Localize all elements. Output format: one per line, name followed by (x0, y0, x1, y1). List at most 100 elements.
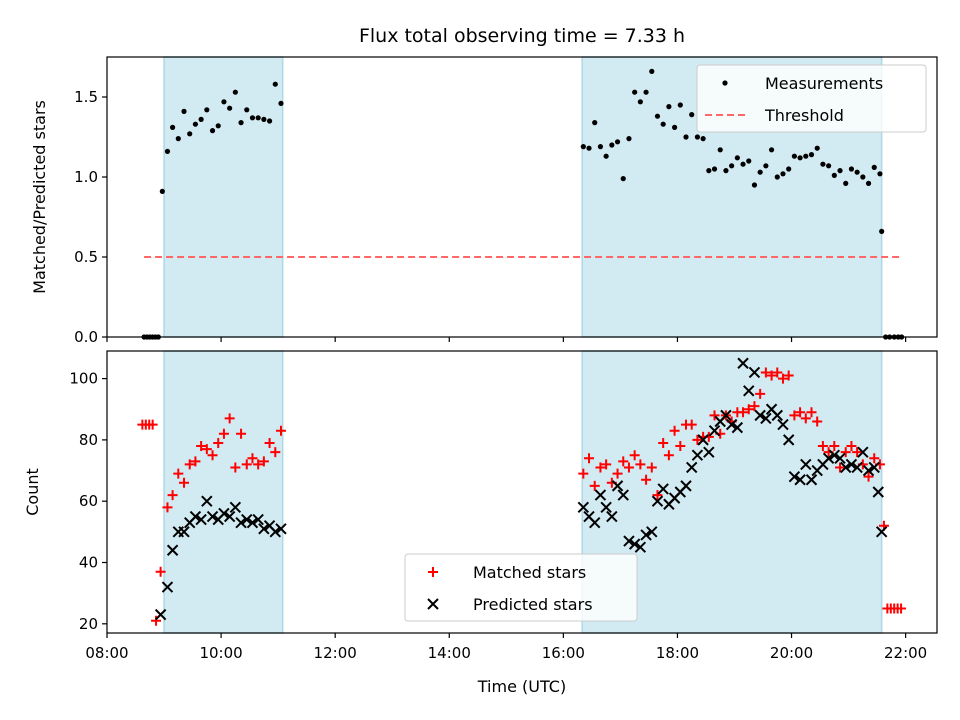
data-point (683, 134, 689, 140)
data-point (198, 116, 204, 122)
data-point (709, 410, 720, 421)
x-tick-label: 20:00 (770, 644, 813, 662)
data-point (723, 168, 729, 174)
data-point (609, 142, 615, 148)
data-point (594, 489, 607, 501)
data-point (875, 526, 888, 538)
data-point (634, 541, 647, 553)
data-point (720, 409, 732, 422)
data-point (689, 112, 695, 118)
data-point (763, 163, 769, 169)
data-point (170, 124, 176, 130)
data-point (669, 425, 680, 436)
data-point (275, 523, 287, 535)
data-point (692, 434, 703, 445)
x-tick-label: 16:00 (542, 644, 585, 662)
data-point (179, 477, 190, 488)
data-point (737, 357, 749, 369)
data-point (264, 437, 275, 448)
data-point (206, 510, 219, 523)
data-point (255, 115, 261, 121)
data-point (794, 474, 806, 486)
data-point (703, 446, 715, 458)
data-point (184, 459, 195, 470)
data-point (771, 409, 783, 422)
legend-marker (427, 598, 439, 610)
data-point (843, 180, 849, 186)
data-point (862, 464, 875, 477)
data-point (857, 446, 869, 458)
legend-box (696, 64, 927, 133)
data-point (774, 174, 780, 180)
data-point (680, 480, 692, 492)
data-point (600, 501, 612, 514)
data-point (162, 502, 173, 513)
data-point (651, 495, 664, 507)
data-point (241, 459, 252, 470)
data-point (725, 418, 738, 431)
x-tick-label: 10:00 (199, 644, 242, 662)
data-point (865, 180, 872, 186)
data-point (691, 449, 704, 461)
data-point (178, 526, 190, 538)
data-point (652, 490, 663, 501)
data-point (175, 136, 181, 142)
data-point (675, 441, 686, 452)
data-point (817, 441, 828, 452)
data-point (238, 120, 244, 126)
data-point (783, 370, 794, 381)
data-point (851, 461, 863, 474)
data-point (868, 461, 880, 474)
data-point (611, 480, 624, 492)
data-point (597, 144, 604, 150)
data-point (840, 461, 852, 474)
data-point (577, 501, 590, 514)
data-point (578, 468, 589, 479)
data-point (626, 136, 632, 142)
data-point (649, 68, 655, 74)
data-point (877, 171, 883, 177)
data-point (751, 182, 758, 188)
data-point (777, 418, 789, 431)
data-point (235, 516, 247, 529)
data-point (829, 441, 840, 452)
data-point (623, 535, 635, 547)
data-point (601, 459, 612, 470)
data-point (603, 153, 609, 159)
data-point (261, 116, 267, 122)
data-point (863, 471, 874, 482)
data-point (580, 144, 586, 150)
data-point (249, 115, 256, 121)
data-point (232, 89, 238, 95)
data-point (795, 407, 806, 418)
data-point (646, 526, 658, 538)
data-point (629, 450, 640, 461)
data-point (196, 441, 207, 452)
x-tick-label: 18:00 (656, 644, 699, 662)
data-point (658, 437, 669, 448)
data-point (748, 366, 761, 379)
legend-label: Measurements (765, 74, 883, 93)
data-point (612, 468, 623, 479)
data-point (218, 507, 230, 520)
data-point (620, 176, 626, 182)
data-point (204, 107, 210, 113)
data-point (814, 145, 820, 151)
data-point (227, 105, 233, 111)
data-point (729, 163, 735, 169)
data-point (640, 529, 652, 541)
data-point (837, 168, 843, 174)
data-point (805, 474, 818, 486)
data-point (151, 615, 162, 626)
data-point (155, 566, 166, 577)
data-point (663, 450, 674, 461)
data-point (592, 120, 598, 126)
legend-label: Predicted stars (473, 595, 593, 614)
data-point (660, 121, 666, 127)
data-point (272, 81, 278, 87)
data-point (731, 421, 744, 434)
data-point (869, 453, 880, 464)
data-point (154, 608, 167, 621)
data-point (786, 166, 792, 172)
data-point (788, 470, 801, 483)
